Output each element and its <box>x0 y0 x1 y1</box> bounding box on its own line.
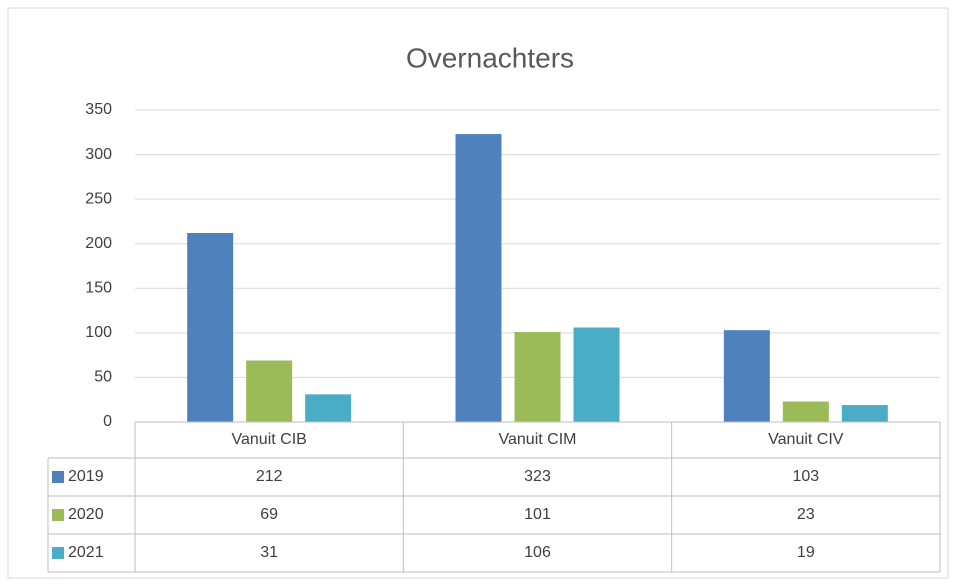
y-tick-label: 200 <box>85 235 112 252</box>
bar <box>246 360 293 422</box>
y-tick-label: 150 <box>85 280 112 297</box>
legend-key <box>52 547 64 559</box>
data-table-value: 323 <box>524 468 551 485</box>
data-table-value: 23 <box>797 506 815 523</box>
data-table-value: 106 <box>524 544 551 561</box>
y-tick-label: 250 <box>85 190 112 207</box>
x-tick-label: Vanuit CIM <box>499 431 577 448</box>
data-table-value: 212 <box>256 468 283 485</box>
bar <box>305 394 352 422</box>
y-tick-label: 50 <box>94 369 112 386</box>
bar <box>841 405 888 422</box>
data-table-value: 31 <box>260 544 278 561</box>
data-table-value: 101 <box>524 506 551 523</box>
x-tick-label: Vanuit CIB <box>232 431 307 448</box>
chart-title: Overnachters <box>406 42 574 73</box>
legend-label: 2019 <box>68 468 104 485</box>
data-table-value: 19 <box>797 544 815 561</box>
bar <box>782 401 829 422</box>
data-table-value: 103 <box>792 468 819 485</box>
y-tick-label: 0 <box>103 413 112 430</box>
y-tick-label: 350 <box>85 101 112 118</box>
bar <box>573 327 620 422</box>
legend-label: 2020 <box>68 506 104 523</box>
bar <box>723 330 770 422</box>
legend-key <box>52 509 64 521</box>
x-tick-label: Vanuit CIV <box>768 431 844 448</box>
bar <box>187 233 234 422</box>
y-tick-label: 300 <box>85 146 112 163</box>
legend-key <box>52 471 64 483</box>
data-table-value: 69 <box>260 506 278 523</box>
y-tick-label: 100 <box>85 324 112 341</box>
legend-label: 2021 <box>68 544 104 561</box>
bar <box>514 331 561 422</box>
bar <box>455 134 502 422</box>
